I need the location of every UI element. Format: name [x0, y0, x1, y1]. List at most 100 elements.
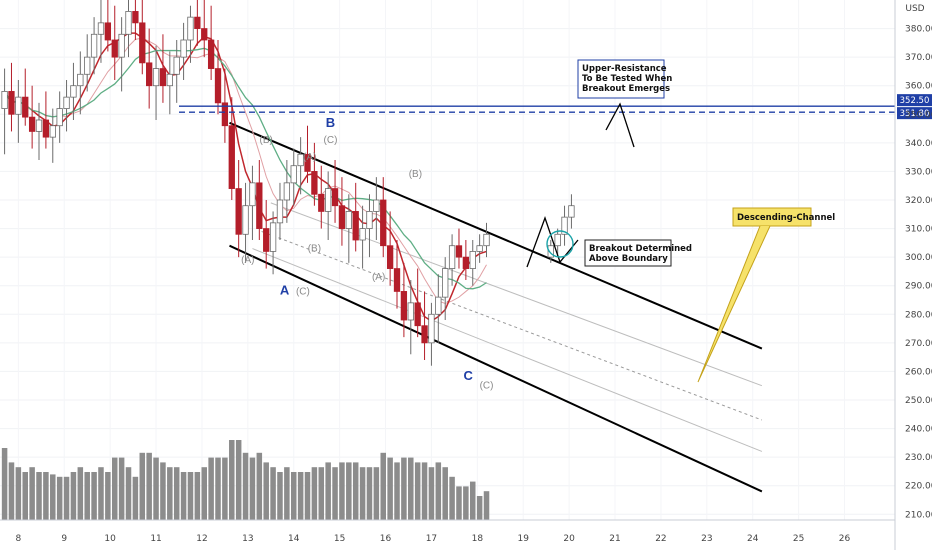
breakout-note-line: Above Boundary: [589, 254, 668, 264]
volume-bar: [463, 486, 469, 520]
ma-slow-line: [4, 47, 487, 290]
volume-bar: [318, 467, 325, 520]
price-badge: [897, 94, 932, 107]
y-tick-label: 310.00: [905, 225, 932, 235]
time-axis[interactable]: 8 9 10 11 12 13 14 15 16 17 18 19 20 21 22 23 24 25 26: [0, 519, 895, 544]
upper-resistance-note-line: Breakout Emerges: [582, 84, 670, 94]
candle-body: [345, 211, 352, 229]
candle-body: [146, 62, 153, 87]
volume-bar: [373, 467, 380, 520]
volume-bar: [469, 481, 476, 520]
x-tick-label: 10: [104, 534, 116, 544]
candle-body: [380, 199, 387, 247]
volume-bar: [146, 452, 152, 520]
candle-body: [159, 68, 167, 87]
candle-body: [386, 245, 394, 269]
candle-body: [352, 211, 359, 241]
candle-body: [187, 16, 194, 41]
wave-main-label: B: [326, 115, 335, 130]
volume-bar: [208, 457, 214, 520]
candle-body: [152, 68, 160, 87]
volume-bar: [194, 472, 201, 520]
volume-bar: [325, 462, 331, 520]
y-tick-label: 350.00: [905, 110, 932, 120]
candle-body: [448, 245, 456, 269]
candle-body: [318, 193, 325, 212]
candle-body: [56, 108, 63, 127]
volume-bar: [483, 491, 490, 520]
x-tick-label: 9: [61, 534, 67, 544]
candle-body: [311, 171, 318, 195]
volume-bar: [428, 467, 435, 520]
wave-sub-label: (C): [296, 286, 310, 297]
candle-body: [442, 268, 449, 298]
candle-body: [455, 245, 463, 258]
x-tick-label: 18: [472, 534, 484, 544]
y-tick-label: 230.00: [905, 453, 932, 463]
channel-callout: [732, 207, 812, 227]
volume-bar: [139, 452, 146, 520]
x-tick-label: 12: [196, 534, 207, 544]
volume-bar: [215, 457, 221, 520]
candle-body: [421, 325, 428, 344]
candle-body: [373, 199, 380, 212]
candle-body: [1, 91, 8, 109]
candle-body: [173, 56, 180, 75]
volume-bar: [222, 457, 228, 520]
candle-body: [263, 228, 270, 252]
candle-body: [561, 216, 568, 235]
x-tick-label: 23: [701, 534, 712, 544]
upper-resistance-note-line: To Be Tested When: [582, 74, 672, 84]
candle-body: [407, 302, 414, 321]
candle-body: [297, 153, 304, 167]
upper-resistance-note: [577, 59, 665, 99]
candle-body: [400, 291, 408, 321]
y-tick-label: 270.00: [905, 339, 932, 349]
candle-body: [63, 96, 70, 109]
price-axis[interactable]: USD 380.00 370.00 360.00 350.00 340.00 330.00 3…: [894, 0, 932, 550]
x-tick-label: 8: [15, 534, 21, 544]
candle-body: [77, 73, 84, 87]
volume-bar: [401, 457, 407, 520]
candle-body: [139, 22, 146, 64]
volume-bar: [449, 476, 455, 520]
volume-bar: [297, 472, 304, 520]
channel-callout-label: Descending-Channel: [737, 213, 835, 223]
volume-bar: [332, 467, 338, 520]
wave-main-label: A: [280, 282, 290, 297]
volume-bar: [242, 452, 249, 520]
y-tick-label: 380.00: [905, 25, 932, 35]
volume-bar: [263, 462, 269, 520]
x-tick-label: 14: [288, 534, 300, 544]
volume-bar: [435, 462, 442, 520]
candle-body: [276, 199, 284, 224]
candle-body: [428, 313, 435, 344]
volume-bar: [91, 472, 97, 520]
channel-upper-line: [229, 121, 763, 350]
volume-bar: [1, 448, 8, 520]
x-tick-label: 16: [380, 534, 392, 544]
breakout-note: [584, 239, 672, 267]
candle-body: [235, 188, 242, 235]
candle-body: [70, 85, 77, 98]
volume-bar: [380, 452, 386, 520]
y-tick-label: 220.00: [905, 482, 932, 492]
candle-body: [35, 119, 43, 132]
volume-bar: [111, 457, 118, 520]
volume-bar: [235, 440, 242, 520]
volume-bar: [50, 474, 56, 520]
candle-body: [84, 56, 91, 75]
candle-body: [359, 228, 366, 241]
x-tick-label: 11: [150, 534, 161, 544]
candle-body: [166, 73, 173, 87]
candle-body: [125, 11, 132, 35]
wave-sub-label: (C): [324, 135, 338, 146]
volume-bar: [105, 472, 111, 520]
wave-sub-label: (C): [480, 381, 494, 392]
y-tick-label: 300.00: [905, 253, 932, 263]
volume-bar: [339, 462, 345, 520]
volume-bar: [70, 472, 77, 520]
volume-bar: [118, 457, 125, 520]
y-tick-label: 290.00: [905, 282, 932, 292]
